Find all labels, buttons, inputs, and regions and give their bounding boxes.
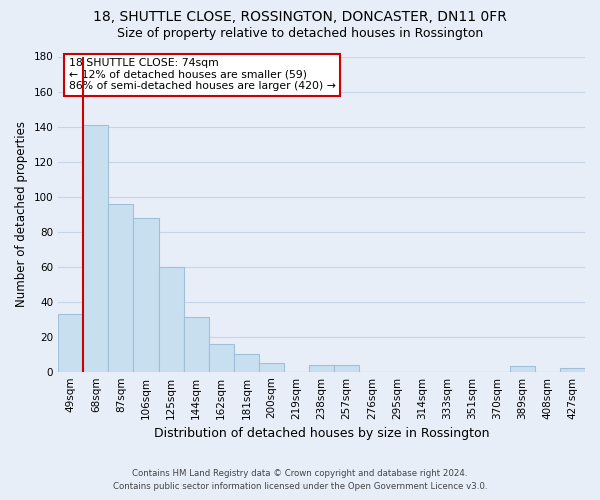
Bar xyxy=(184,318,209,372)
Text: Size of property relative to detached houses in Rossington: Size of property relative to detached ho… xyxy=(117,28,483,40)
Bar xyxy=(234,354,259,372)
Bar xyxy=(259,363,284,372)
X-axis label: Distribution of detached houses by size in Rossington: Distribution of detached houses by size … xyxy=(154,427,490,440)
Text: 18, SHUTTLE CLOSE, ROSSINGTON, DONCASTER, DN11 0FR: 18, SHUTTLE CLOSE, ROSSINGTON, DONCASTER… xyxy=(93,10,507,24)
Bar xyxy=(209,344,234,371)
Bar xyxy=(309,364,334,372)
Bar xyxy=(334,364,359,372)
Text: Contains HM Land Registry data © Crown copyright and database right 2024.
Contai: Contains HM Land Registry data © Crown c… xyxy=(113,470,487,491)
Bar xyxy=(58,314,83,372)
Bar xyxy=(109,204,133,372)
Bar xyxy=(133,218,158,372)
Bar xyxy=(158,266,184,372)
Bar xyxy=(560,368,585,372)
Bar xyxy=(510,366,535,372)
Bar xyxy=(83,125,109,372)
Text: 18 SHUTTLE CLOSE: 74sqm
← 12% of detached houses are smaller (59)
86% of semi-de: 18 SHUTTLE CLOSE: 74sqm ← 12% of detache… xyxy=(69,58,335,92)
Y-axis label: Number of detached properties: Number of detached properties xyxy=(15,121,28,307)
